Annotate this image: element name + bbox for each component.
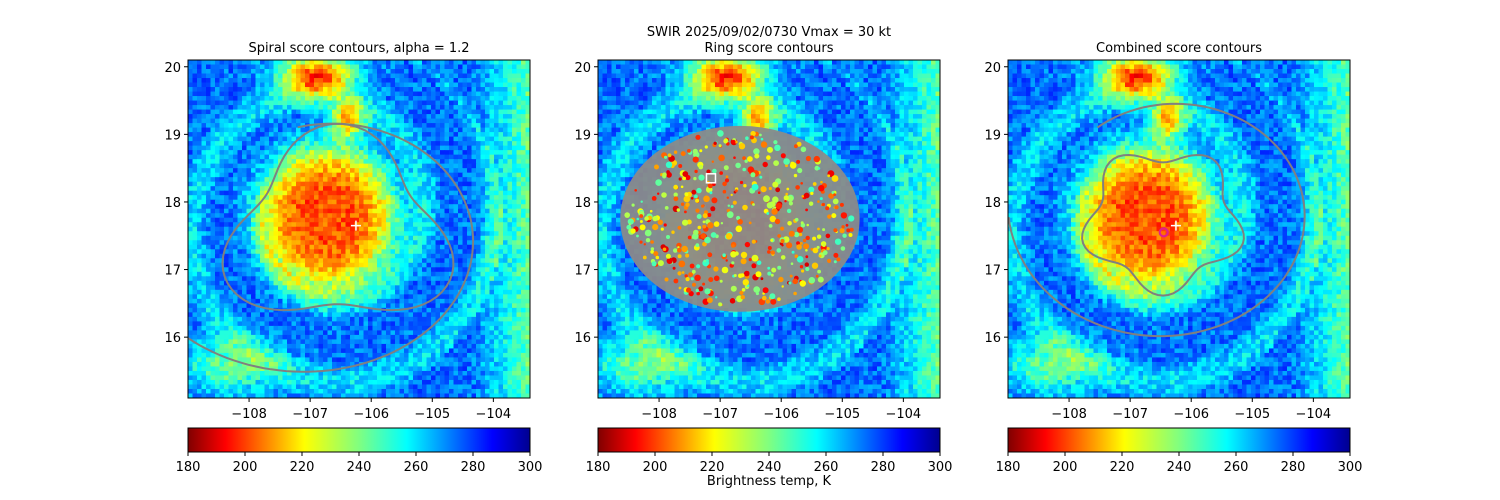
- x-tick-label: −106: [1173, 407, 1209, 422]
- colorbar-gradient: [597, 427, 941, 453]
- colorbar-tick-label: 300: [928, 460, 953, 475]
- colorbar: 180 200 220 240 260 280 300: [586, 427, 953, 475]
- x-tick-label: −107: [292, 407, 328, 422]
- colorbar-tick-label: 180: [586, 460, 611, 475]
- y-tick-label: 17: [164, 264, 181, 279]
- axes-frame: [597, 59, 941, 399]
- x-tick-label: −105: [414, 407, 450, 422]
- panel-title: Ring score contours: [704, 41, 833, 56]
- x-tick-label: −104: [885, 407, 921, 422]
- colorbar-tick-label: 220: [700, 460, 725, 475]
- x-tick-label: −108: [1051, 407, 1087, 422]
- colorbar-tick-label: 240: [347, 460, 372, 475]
- center-marker-plus: [1170, 220, 1181, 231]
- y-tick-label: 17: [574, 264, 591, 279]
- colorbar-tick-label: 180: [996, 460, 1021, 475]
- y-tick-label: 16: [574, 331, 591, 346]
- y-tick-label: 20: [164, 61, 181, 76]
- x-tick-label: −107: [702, 407, 738, 422]
- panel-spiral: Spiral score contours, alpha = 1.2 −108−…: [164, 41, 542, 475]
- colorbar-tick-label: 300: [518, 460, 543, 475]
- x-tick-label: −105: [1234, 407, 1270, 422]
- colorbar-tick-label: 280: [1281, 460, 1306, 475]
- colorbar-label: Brightness temp, K: [707, 474, 832, 489]
- colorbar-tick-label: 200: [1053, 460, 1078, 475]
- colorbar-tick-label: 220: [1110, 460, 1135, 475]
- colorbar-tick-label: 300: [1338, 460, 1363, 475]
- center-marker-plus: [350, 220, 361, 231]
- figure-suptitle: SWIR 2025/09/02/0730 Vmax = 30 kt: [647, 25, 891, 40]
- y-tick-label: 19: [574, 128, 591, 143]
- y-tick-label: 18: [574, 196, 591, 211]
- satellite-image: [598, 60, 940, 398]
- y-tick-label: 17: [984, 264, 1001, 279]
- panel-title: Spiral score contours, alpha = 1.2: [248, 41, 469, 56]
- x-tick-label: −105: [824, 407, 860, 422]
- y-tick-label: 19: [164, 128, 181, 143]
- y-tick-label: 20: [984, 61, 1001, 76]
- panel-ring: Ring score contours −108 −107 −106 −105 −104…: [574, 41, 952, 489]
- y-tick-label: 18: [984, 196, 1001, 211]
- colorbar-tick-label: 200: [643, 460, 668, 475]
- x-tick-label: −104: [1295, 407, 1331, 422]
- axes: −108 −107 −106 −105 −104 16 17 18 19 20: [984, 59, 1351, 422]
- center-marker-circle: [1158, 227, 1169, 238]
- colorbar-tick-label: 260: [814, 460, 839, 475]
- panel-title: Combined score contours: [1096, 41, 1262, 56]
- colorbar-tick-label: 260: [404, 460, 429, 475]
- colorbar-gradient: [1007, 427, 1351, 453]
- colorbar: 180 200 220 240 260 280 300: [176, 427, 543, 475]
- x-tick-label: −108: [231, 407, 267, 422]
- panel-combined: Combined score contours −108 −107 −106 −105…: [984, 41, 1362, 475]
- y-tick-label: 19: [984, 128, 1001, 143]
- x-tick-label: −104: [475, 407, 511, 422]
- colorbar-tick-label: 240: [757, 460, 782, 475]
- y-tick-label: 16: [984, 331, 1001, 346]
- axes: −108 −107 −106 −105 −104 16 17 18 19 20: [574, 59, 941, 422]
- colorbar-gradient: [187, 427, 531, 453]
- colorbar-tick-label: 200: [233, 460, 258, 475]
- colorbar-tick-label: 220: [290, 460, 315, 475]
- satellite-image: [1008, 60, 1350, 398]
- colorbar-tick-label: 280: [871, 460, 896, 475]
- colorbar-tick-label: 280: [461, 460, 486, 475]
- x-tick-label: −107: [1112, 407, 1148, 422]
- colorbar-tick-label: 180: [176, 460, 201, 475]
- y-tick-label: 16: [164, 331, 181, 346]
- x-tick-label: −108: [641, 407, 677, 422]
- axes: −108 −107 −106 −105 −104 16 17 18 19 20: [164, 59, 531, 422]
- colorbar-tick-label: 260: [1224, 460, 1249, 475]
- colorbar: 180 200 220 240 260 280 300: [996, 427, 1363, 475]
- y-tick-label: 20: [574, 61, 591, 76]
- satellite-image: [188, 60, 530, 398]
- axes-frame: [187, 59, 531, 399]
- x-tick-label: −106: [763, 407, 799, 422]
- axes-frame: [1007, 59, 1351, 399]
- y-tick-label: 18: [164, 196, 181, 211]
- colorbar-tick-label: 240: [1167, 460, 1192, 475]
- x-tick-label: −106: [353, 407, 389, 422]
- center-marker-square: [705, 173, 717, 184]
